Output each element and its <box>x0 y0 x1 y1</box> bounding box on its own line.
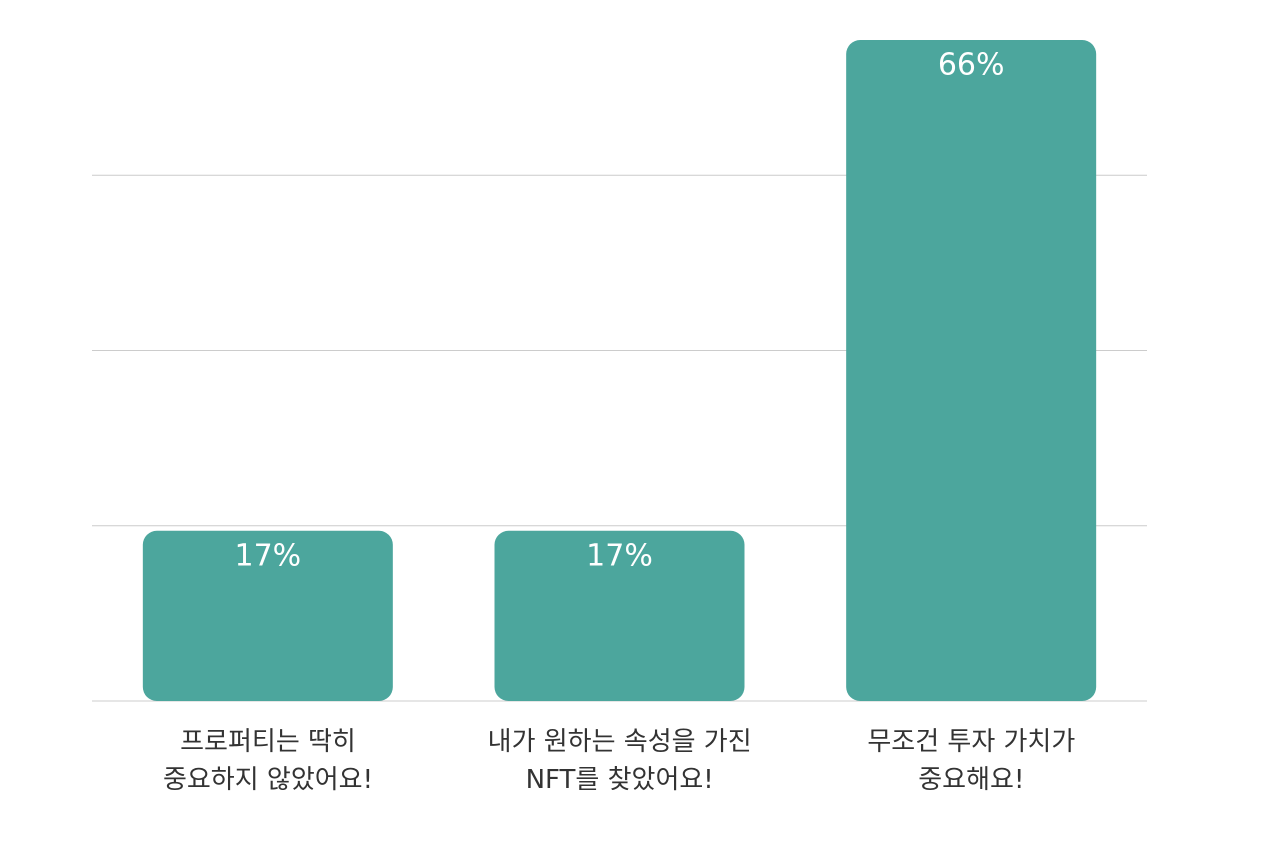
x-tick-label: 무조건 투자 가치가 중요해요! <box>867 727 1076 795</box>
value-label: 66% <box>938 48 1005 83</box>
bar <box>142 530 393 701</box>
value-label: 17% <box>586 538 653 573</box>
x-tick-label: 내가 원하는 속성을 가진 NFT를 찾았어요! <box>487 727 752 795</box>
value-label: 17% <box>234 538 301 573</box>
bar <box>846 40 1097 702</box>
x-tick-label: 프로퍼티는 딱히 중요하지 않았어요! <box>162 727 374 795</box>
bar <box>494 530 745 701</box>
